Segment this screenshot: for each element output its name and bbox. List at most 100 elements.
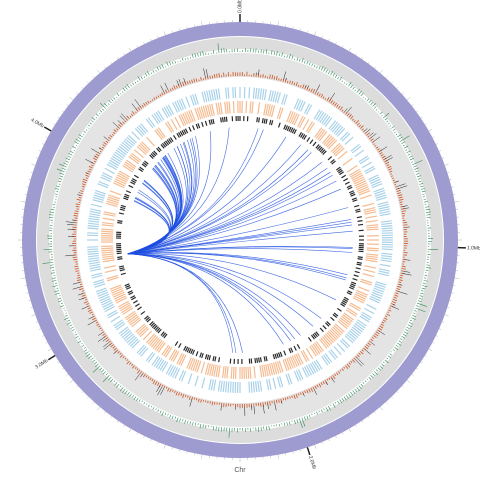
feature-mark bbox=[128, 184, 134, 189]
gene-plus bbox=[336, 128, 346, 137]
gene-plus bbox=[114, 151, 125, 159]
skew-bar bbox=[388, 168, 392, 171]
gc-bar bbox=[306, 415, 309, 420]
gene-plus bbox=[201, 377, 206, 389]
scale-tick bbox=[136, 45, 138, 48]
feature-mark bbox=[142, 162, 148, 167]
gene-plus bbox=[174, 368, 181, 379]
scale-tick bbox=[69, 379, 74, 383]
gc-bar bbox=[426, 214, 431, 216]
skew-bar bbox=[332, 101, 335, 105]
gc-bar bbox=[116, 96, 118, 98]
gc-bar bbox=[370, 375, 374, 379]
spike bbox=[370, 133, 377, 138]
skew-bar bbox=[355, 120, 359, 124]
gc-bar bbox=[113, 380, 116, 383]
feature-mark bbox=[354, 204, 360, 208]
feature-mark bbox=[286, 125, 290, 132]
skew-bar bbox=[74, 265, 79, 268]
gene-minus bbox=[127, 314, 138, 323]
scale-tick bbox=[53, 123, 56, 125]
gc-bar bbox=[339, 399, 343, 404]
skew-bar bbox=[334, 102, 337, 107]
gc-bar bbox=[152, 70, 155, 73]
gene-plus bbox=[208, 90, 212, 102]
gc-bar bbox=[194, 53, 197, 58]
gene-minus bbox=[166, 121, 175, 133]
gc-bar bbox=[343, 82, 346, 84]
scale-tick bbox=[428, 128, 433, 132]
gene-minus bbox=[253, 366, 256, 379]
gene-minus bbox=[346, 165, 358, 173]
gc-bar bbox=[424, 201, 428, 203]
gc-bar bbox=[77, 340, 82, 344]
skew-bar bbox=[356, 122, 360, 126]
gene-minus bbox=[198, 106, 204, 119]
gene-plus bbox=[380, 257, 392, 260]
gene-plus bbox=[151, 114, 159, 125]
gene-minus bbox=[300, 351, 308, 363]
gene-minus bbox=[352, 297, 365, 304]
skew-bar bbox=[308, 388, 311, 393]
skew-bar bbox=[312, 89, 316, 94]
feature-mark bbox=[201, 121, 204, 128]
gene-plus bbox=[370, 293, 382, 300]
feature-mark bbox=[276, 352, 279, 359]
skew-bar bbox=[282, 398, 284, 401]
gene-minus bbox=[180, 113, 187, 126]
gc-bar bbox=[65, 157, 71, 161]
gc-bar bbox=[311, 413, 313, 416]
skew-bar bbox=[136, 368, 139, 371]
feature-mark bbox=[199, 352, 203, 358]
skew-bar bbox=[293, 82, 296, 86]
gene-plus bbox=[138, 346, 147, 356]
skew-bar bbox=[341, 109, 344, 112]
gc-bar bbox=[213, 50, 215, 54]
gc-bar bbox=[137, 76, 141, 81]
gene-plus bbox=[295, 370, 302, 381]
gene-plus bbox=[301, 367, 308, 378]
gene-plus bbox=[331, 123, 340, 133]
spike bbox=[364, 128, 368, 131]
gene-plus bbox=[161, 108, 169, 119]
spike bbox=[98, 147, 102, 150]
scale-tick bbox=[150, 38, 152, 41]
skew-bar bbox=[360, 125, 364, 129]
feature-mark bbox=[128, 291, 134, 296]
feature-mark bbox=[342, 300, 348, 304]
feature-mark bbox=[169, 137, 174, 142]
link bbox=[127, 183, 173, 255]
gene-minus bbox=[326, 332, 336, 342]
skew-bar bbox=[386, 164, 390, 167]
gc-bar bbox=[296, 57, 299, 61]
spike bbox=[313, 388, 318, 395]
gc-bar bbox=[348, 393, 352, 398]
gene-plus bbox=[88, 257, 100, 260]
skew-bar bbox=[161, 92, 164, 96]
skew-bar bbox=[275, 75, 278, 81]
gc-bar bbox=[416, 173, 420, 175]
feature-mark bbox=[288, 126, 292, 132]
feature-mark bbox=[119, 269, 125, 272]
gc-bar bbox=[95, 363, 99, 367]
link bbox=[127, 253, 322, 319]
skew-bar bbox=[87, 170, 91, 173]
skew-bar bbox=[141, 104, 144, 108]
gene-minus bbox=[334, 323, 345, 333]
gene-minus bbox=[133, 149, 144, 158]
skew-bar bbox=[122, 356, 125, 359]
gc-bar bbox=[49, 214, 54, 216]
skew-bar bbox=[337, 105, 341, 109]
skew-bar bbox=[350, 115, 354, 120]
gene-minus bbox=[209, 363, 213, 376]
gene-plus bbox=[140, 123, 149, 133]
gc-bar bbox=[102, 375, 110, 383]
gene-minus bbox=[113, 291, 125, 298]
skew-bar bbox=[300, 85, 302, 88]
gc-bar bbox=[98, 112, 101, 115]
skew-bar bbox=[351, 359, 356, 363]
gene-plus bbox=[366, 303, 377, 310]
scale-tick bbox=[171, 447, 173, 450]
gene-plus bbox=[104, 167, 115, 175]
gene-plus bbox=[336, 343, 346, 352]
